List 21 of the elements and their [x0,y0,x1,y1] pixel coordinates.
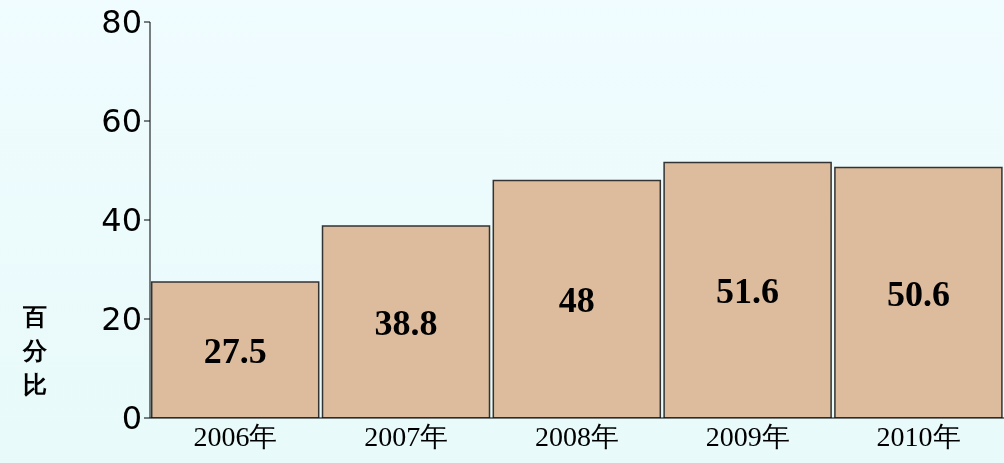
x-tick-label: 2008年 [535,420,619,452]
data-label: 38.8 [374,302,438,343]
y-axis-title: 百分比 [22,303,48,399]
y-tick-label: 40 [101,201,142,240]
x-tick-label: 2007年 [364,420,449,452]
bar [150,281,320,418]
bar [321,225,491,418]
data-label: 50.6 [886,273,950,314]
bar [492,179,662,418]
data-label: 27.5 [203,330,267,371]
x-tick-label: 2010年 [876,420,961,452]
data-label: 51.6 [716,271,780,312]
x-tick-label: 2009年 [705,420,790,452]
data-label: 48 [558,279,595,320]
y-tick-label: 20 [101,300,142,339]
y-tick-label: 60 [101,102,142,141]
x-tick-label: 2006年 [193,420,278,452]
y-tick-label: 80 [101,3,142,42]
bar [834,166,1003,418]
y-tick-label: 0 [121,399,142,438]
bar [663,161,832,418]
